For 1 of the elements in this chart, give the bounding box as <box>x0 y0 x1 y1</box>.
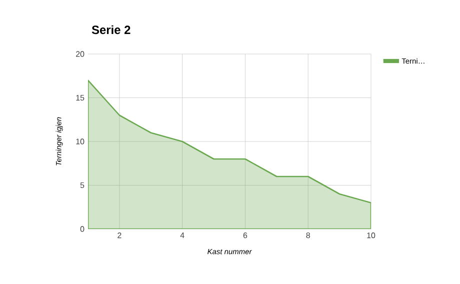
chart-title: Serie 2 <box>92 25 130 34</box>
